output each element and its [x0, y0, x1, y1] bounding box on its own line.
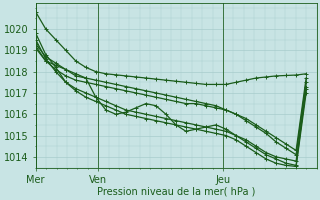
- X-axis label: Pression niveau de la mer( hPa ): Pression niveau de la mer( hPa ): [97, 187, 255, 197]
